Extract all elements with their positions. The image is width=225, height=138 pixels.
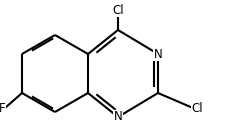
Text: N: N (113, 111, 122, 124)
Text: Cl: Cl (112, 3, 123, 17)
Text: N: N (153, 47, 162, 60)
Text: F: F (0, 102, 5, 115)
Text: Cl: Cl (190, 102, 202, 115)
